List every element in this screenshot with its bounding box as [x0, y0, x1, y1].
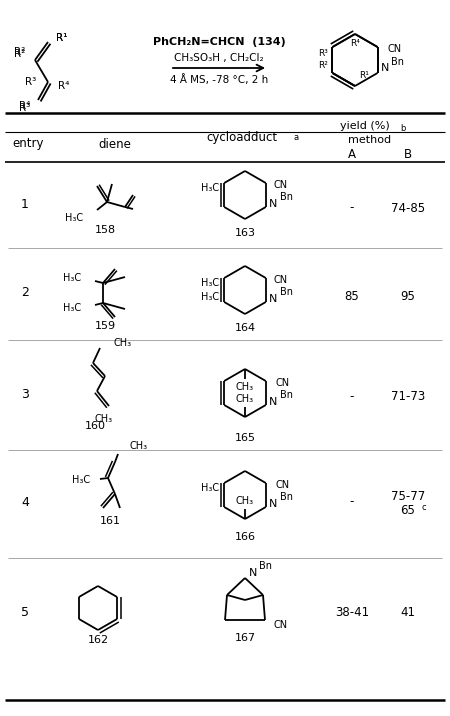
Text: 85: 85	[345, 291, 360, 304]
Text: -: -	[350, 201, 354, 215]
Text: H₃C: H₃C	[201, 183, 219, 193]
Text: -: -	[350, 495, 354, 508]
Text: CN: CN	[274, 180, 288, 190]
Text: R²: R²	[319, 60, 328, 69]
Text: H₃C: H₃C	[72, 475, 90, 485]
Text: N: N	[269, 397, 277, 407]
Text: A: A	[348, 148, 356, 162]
Text: 167: 167	[234, 633, 256, 643]
Text: CN: CN	[274, 275, 288, 285]
Text: CN: CN	[387, 44, 402, 54]
Text: Bn: Bn	[280, 287, 293, 297]
Text: 74-85: 74-85	[391, 201, 425, 215]
Text: Bn: Bn	[280, 192, 293, 202]
Text: a: a	[294, 133, 299, 142]
Text: diene: diene	[99, 137, 131, 150]
Text: 4 Å MS, -78 °C, 2 h: 4 Å MS, -78 °C, 2 h	[170, 74, 268, 85]
Text: -: -	[350, 390, 354, 404]
Text: R³: R³	[319, 49, 328, 57]
Text: R⁴: R⁴	[58, 81, 69, 91]
Text: 5: 5	[21, 606, 29, 619]
Text: CH₃SO₃H , CH₂Cl₂: CH₃SO₃H , CH₂Cl₂	[174, 53, 264, 63]
Text: cycloadduct: cycloadduct	[207, 130, 278, 143]
Text: N: N	[269, 499, 277, 509]
Text: CH₃: CH₃	[236, 394, 254, 404]
Text: Bn: Bn	[391, 57, 404, 67]
Text: R¹: R¹	[56, 33, 68, 43]
Text: R³: R³	[19, 103, 30, 113]
Text: CN: CN	[273, 620, 287, 630]
Text: R⁴: R⁴	[350, 39, 360, 49]
Text: N: N	[249, 568, 257, 578]
Text: PhCH₂N=CHCN  (134): PhCH₂N=CHCN (134)	[153, 37, 285, 47]
Text: yield (%): yield (%)	[340, 121, 390, 131]
Text: H₃C: H₃C	[65, 213, 83, 223]
Text: b: b	[400, 124, 405, 133]
Text: Bn: Bn	[259, 561, 272, 571]
Text: H₃C: H₃C	[201, 278, 219, 288]
Text: 158: 158	[94, 225, 116, 235]
Text: N: N	[269, 294, 277, 304]
Text: R⁴: R⁴	[18, 101, 30, 111]
Text: H₃C: H₃C	[63, 273, 81, 283]
Text: 71-73: 71-73	[391, 390, 425, 404]
Text: 95: 95	[400, 291, 415, 304]
Text: 4: 4	[21, 495, 29, 508]
Text: 165: 165	[234, 433, 256, 443]
Text: R²: R²	[14, 49, 25, 59]
Text: CH₃: CH₃	[114, 338, 132, 348]
Text: B: B	[404, 148, 412, 162]
Text: CH₃: CH₃	[95, 414, 113, 424]
Text: R³: R³	[25, 77, 36, 87]
Text: H₃C: H₃C	[63, 303, 81, 313]
Text: 164: 164	[234, 323, 256, 333]
Text: 38-41: 38-41	[335, 606, 369, 619]
Text: 65: 65	[400, 503, 415, 516]
Text: 3: 3	[21, 389, 29, 402]
Text: H₃C: H₃C	[201, 483, 219, 493]
Text: 161: 161	[99, 516, 121, 526]
Text: R²: R²	[14, 47, 25, 57]
Text: 163: 163	[234, 228, 256, 238]
Text: CH₃: CH₃	[236, 496, 254, 506]
Text: 2: 2	[21, 286, 29, 299]
Text: 166: 166	[234, 532, 256, 542]
Text: 75-77: 75-77	[391, 490, 425, 503]
Text: entry: entry	[12, 137, 44, 150]
Text: 162: 162	[87, 635, 108, 645]
Text: N: N	[269, 199, 277, 209]
Text: 1: 1	[21, 198, 29, 211]
Text: R¹: R¹	[359, 72, 369, 80]
Text: N: N	[381, 63, 389, 73]
Text: method: method	[348, 135, 392, 145]
Text: Bn: Bn	[280, 492, 293, 502]
Text: CH₃: CH₃	[236, 382, 254, 392]
Text: 160: 160	[85, 421, 105, 431]
Text: c: c	[421, 503, 426, 511]
Text: 41: 41	[400, 606, 415, 619]
Text: H₃C: H₃C	[201, 292, 219, 302]
Text: CN: CN	[276, 378, 290, 388]
Text: CH₃: CH₃	[130, 441, 148, 451]
Text: Bn: Bn	[280, 390, 293, 400]
Text: 159: 159	[94, 321, 116, 331]
Text: R¹: R¹	[56, 33, 68, 43]
Text: CN: CN	[276, 480, 290, 490]
